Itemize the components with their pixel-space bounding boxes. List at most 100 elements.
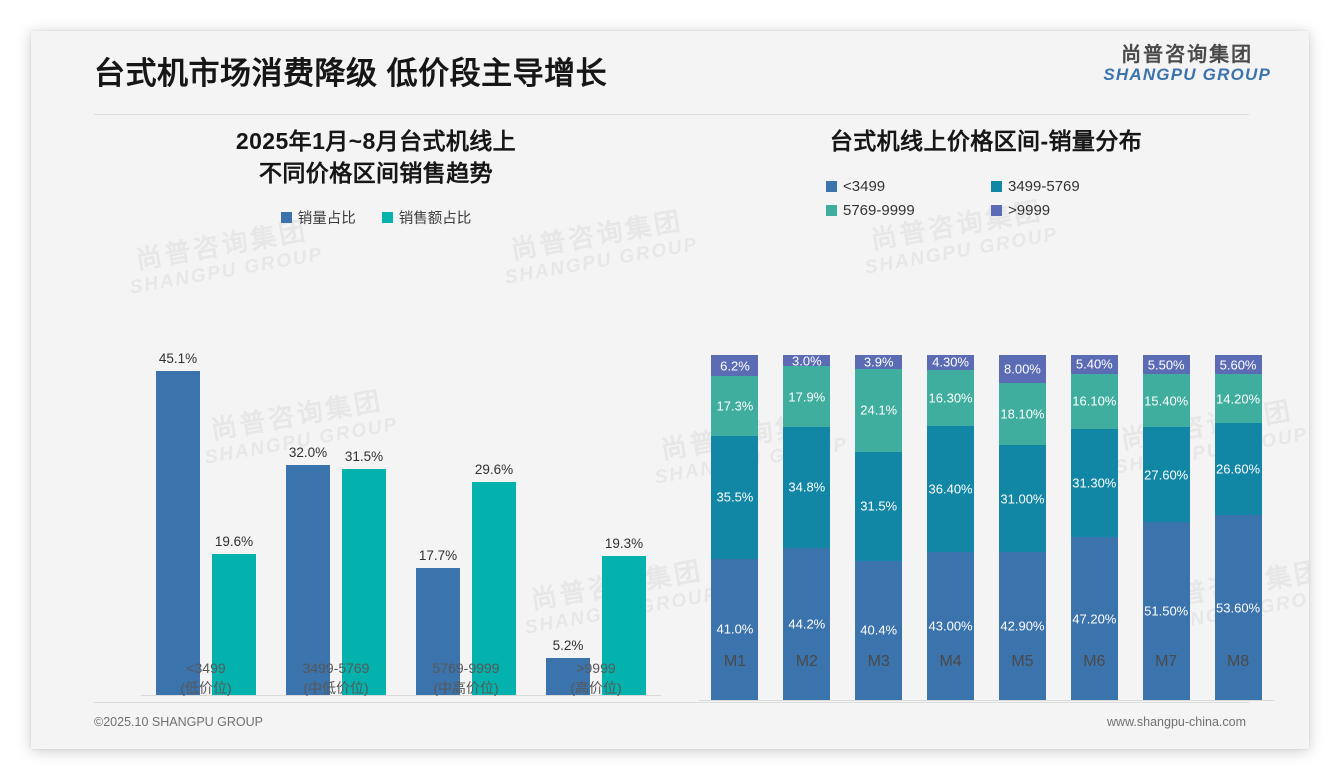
stack-segment-over-9999[interactable]: 8.00% bbox=[998, 355, 1046, 383]
stack-segment-5769-9999[interactable]: 16.10% bbox=[1070, 373, 1118, 430]
stacked-bar-column[interactable]: 5.40% 16.10% 31.30% 47.20% bbox=[1058, 355, 1130, 700]
legend-label: 3499-5769 bbox=[1008, 177, 1080, 195]
stacked-bar[interactable]: 4.30% 16.30% 36.40% 43.00% bbox=[927, 355, 975, 700]
segment-value-label: 18.10% bbox=[1000, 406, 1045, 422]
bar-rect[interactable] bbox=[546, 658, 590, 695]
bar-rect[interactable] bbox=[156, 371, 200, 695]
bar-column[interactable]: 32.0% bbox=[286, 335, 330, 695]
x-axis-tick-label: M8 bbox=[1226, 653, 1250, 670]
x-axis-tick-range: <3499 bbox=[186, 660, 226, 676]
segment-value-label: 8.00% bbox=[1004, 361, 1041, 377]
stack-segment-over-9999[interactable]: 5.40% bbox=[1070, 355, 1118, 374]
stacked-bar[interactable]: 8.00% 18.10% 31.00% 42.90% bbox=[998, 355, 1046, 700]
segment-value-label: 41.0% bbox=[716, 621, 754, 637]
segment-value-label: 5.50% bbox=[1147, 357, 1185, 372]
stacked-bar-column[interactable]: 3.0% 17.9% 34.8% 44.2% bbox=[771, 355, 843, 700]
bar-column[interactable]: 17.7% bbox=[416, 335, 460, 695]
bar-group: 45.1% 19.6% bbox=[141, 335, 271, 695]
bar-rect[interactable] bbox=[416, 568, 460, 695]
bar-value-label: 32.0% bbox=[288, 445, 328, 460]
stack-segment-over-9999[interactable]: 3.0% bbox=[783, 355, 831, 366]
stacked-bar[interactable]: 5.40% 16.10% 31.30% 47.20% bbox=[1070, 355, 1118, 700]
legend-item-sales-volume[interactable]: 销量占比 bbox=[280, 207, 356, 228]
footer-website[interactable]: www.shangpu-china.com bbox=[1107, 715, 1246, 729]
segment-value-label: 47.20% bbox=[1072, 611, 1117, 627]
stack-segment-under-3499[interactable]: 53.60% bbox=[1214, 515, 1262, 700]
stack-segment-under-3499[interactable]: 42.90% bbox=[998, 552, 1046, 700]
legend-item-sales-revenue[interactable]: 销售额占比 bbox=[381, 207, 471, 228]
bar-column[interactable]: 31.5% bbox=[342, 335, 386, 695]
stack-segment-5769-9999[interactable]: 24.1% bbox=[855, 368, 903, 452]
segment-value-label: 27.60% bbox=[1144, 467, 1189, 483]
segment-value-label: 3.0% bbox=[791, 355, 822, 366]
stacked-bar[interactable]: 3.9% 24.1% 31.5% 40.4% bbox=[855, 355, 903, 700]
stack-segment-over-9999[interactable]: 5.50% bbox=[1142, 355, 1190, 374]
stack-segment-over-9999[interactable]: 5.60% bbox=[1214, 355, 1262, 375]
stack-segment-3499-5769[interactable]: 31.30% bbox=[1070, 429, 1118, 538]
stack-segment-5769-9999[interactable]: 17.3% bbox=[711, 376, 759, 437]
bar-rect[interactable] bbox=[602, 556, 646, 695]
stacked-bar-column[interactable]: 5.50% 15.40% 27.60% 51.50% bbox=[1130, 355, 1202, 700]
legend-swatch-icon bbox=[991, 180, 1002, 192]
stack-segment-3499-5769[interactable]: 36.40% bbox=[927, 426, 975, 552]
stacked-bar-column[interactable]: 8.00% 18.10% 31.00% 42.90% bbox=[987, 355, 1059, 700]
stacked-bar[interactable]: 3.0% 17.9% 34.8% 44.2% bbox=[783, 355, 831, 700]
stack-segment-under-3499[interactable]: 44.2% bbox=[783, 547, 831, 700]
stack-segment-3499-5769[interactable]: 34.8% bbox=[783, 427, 831, 548]
stack-segment-5769-9999[interactable]: 16.30% bbox=[927, 369, 975, 427]
stack-segment-under-3499[interactable]: 41.0% bbox=[711, 558, 759, 700]
legend-label: 销量占比 bbox=[297, 211, 356, 228]
stack-segment-under-3499[interactable]: 40.4% bbox=[855, 560, 903, 700]
bar-column[interactable]: 45.1% bbox=[156, 335, 200, 695]
stack-segment-5769-9999[interactable]: 17.9% bbox=[783, 365, 831, 428]
bar-rect[interactable] bbox=[286, 465, 330, 695]
segment-value-label: 5.40% bbox=[1075, 356, 1113, 372]
bar-column[interactable]: 19.6% bbox=[212, 335, 256, 695]
stack-segment-5769-9999[interactable]: 14.20% bbox=[1214, 374, 1262, 424]
title-divider bbox=[94, 114, 1249, 115]
bar-column[interactable]: 19.3% bbox=[602, 335, 646, 695]
bar-value-label: 45.1% bbox=[158, 351, 198, 366]
stacked-bar-column[interactable]: 4.30% 16.30% 36.40% 43.00% bbox=[915, 355, 987, 700]
stack-segment-under-3499[interactable]: 43.00% bbox=[927, 551, 975, 700]
stack-segment-3499-5769[interactable]: 31.00% bbox=[998, 445, 1046, 552]
stack-segment-5769-9999[interactable]: 18.10% bbox=[998, 382, 1046, 446]
x-axis-tick-sublabel: (中高价位) bbox=[433, 680, 499, 697]
stack-segment-3499-5769[interactable]: 26.60% bbox=[1214, 423, 1262, 516]
stacked-bar[interactable]: 5.60% 14.20% 26.60% 53.60% bbox=[1214, 355, 1262, 700]
chart-panel-left: 2025年1月~8月台式机线上 不同价格区间销售趋势 销量占比 销售额占比 45… bbox=[71, 126, 681, 711]
x-axis-tick-range: >9999 bbox=[576, 660, 616, 676]
stacked-bar-column[interactable]: 5.60% 14.20% 26.60% 53.60% bbox=[1202, 355, 1274, 700]
legend-item-5769-9999[interactable]: 5769-9999 bbox=[826, 202, 915, 219]
legend-item-3499-5769[interactable]: 3499-5769 bbox=[991, 178, 1080, 195]
stacked-bar-column[interactable]: 6.2% 17.3% 35.5% 41.0% bbox=[699, 355, 771, 700]
legend-item-under-3499[interactable]: <3499 bbox=[826, 178, 885, 195]
legend-label: 5769-9999 bbox=[843, 201, 915, 219]
bar-value-label: 29.6% bbox=[474, 462, 514, 477]
stack-segment-3499-5769[interactable]: 35.5% bbox=[711, 436, 759, 559]
bar-rect[interactable] bbox=[342, 469, 386, 695]
bar-rect[interactable] bbox=[212, 554, 256, 695]
stack-segment-over-9999[interactable]: 3.9% bbox=[855, 355, 903, 369]
stack-segment-over-9999[interactable]: 4.30% bbox=[927, 355, 975, 370]
page-title: 台式机市场消费降级 低价段主导增长 bbox=[94, 56, 608, 91]
stack-segment-5769-9999[interactable]: 15.40% bbox=[1142, 373, 1190, 428]
segment-value-label: 24.1% bbox=[860, 402, 898, 418]
stack-segment-over-9999[interactable]: 6.2% bbox=[711, 355, 759, 377]
stacked-bar-column[interactable]: 3.9% 24.1% 31.5% 40.4% bbox=[843, 355, 915, 700]
stack-segment-under-3499[interactable]: 47.20% bbox=[1070, 537, 1118, 700]
segment-value-label: 36.40% bbox=[928, 481, 973, 497]
segment-value-label: 26.60% bbox=[1216, 461, 1261, 477]
stack-segment-3499-5769[interactable]: 27.60% bbox=[1142, 427, 1190, 523]
stack-segment-under-3499[interactable]: 51.50% bbox=[1142, 522, 1190, 700]
bar-value-label: 17.7% bbox=[418, 548, 458, 563]
stacked-bar[interactable]: 5.50% 15.40% 27.60% 51.50% bbox=[1142, 355, 1190, 700]
legend-item-over-9999[interactable]: >9999 bbox=[991, 202, 1050, 219]
logo-english-text: SHANGPU GROUP bbox=[1103, 65, 1271, 84]
x-axis-tick-label: <3499 (低价位) bbox=[141, 658, 271, 699]
bar-column[interactable]: 5.2% bbox=[546, 335, 590, 695]
stacked-bar[interactable]: 6.2% 17.3% 35.5% 41.0% bbox=[711, 355, 759, 700]
bar-rect[interactable] bbox=[472, 482, 516, 695]
stack-segment-3499-5769[interactable]: 31.5% bbox=[855, 451, 903, 561]
bar-column[interactable]: 29.6% bbox=[472, 335, 516, 695]
